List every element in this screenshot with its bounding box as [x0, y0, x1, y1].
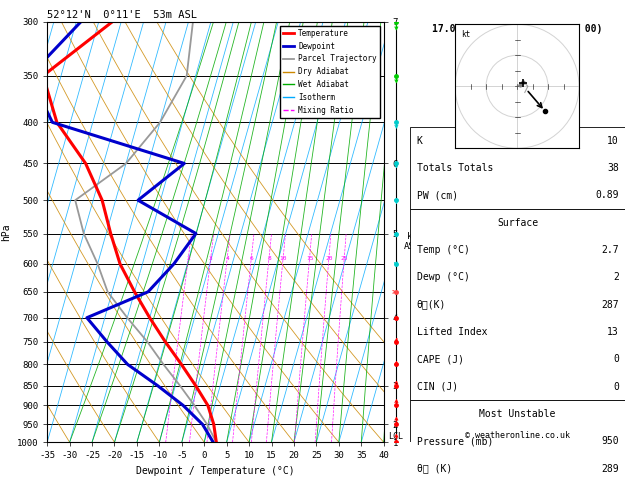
Text: © weatheronline.co.uk: © weatheronline.co.uk — [465, 431, 570, 440]
Text: Dewp (°C): Dewp (°C) — [416, 272, 469, 282]
Text: θᴇ (K): θᴇ (K) — [416, 464, 452, 473]
Text: 950: 950 — [601, 436, 619, 446]
Text: 20: 20 — [325, 256, 333, 260]
Text: Mixing Ratio (g/kg): Mixing Ratio (g/kg) — [412, 222, 421, 310]
Text: Lifted Index: Lifted Index — [416, 327, 487, 337]
Text: 15: 15 — [306, 256, 313, 260]
Text: 38: 38 — [607, 163, 619, 173]
Text: 2: 2 — [613, 272, 619, 282]
Text: 0: 0 — [613, 382, 619, 392]
Text: 2.7: 2.7 — [601, 245, 619, 255]
Text: 25: 25 — [340, 256, 348, 260]
Text: CAPE (J): CAPE (J) — [416, 354, 464, 364]
Text: Temp (°C): Temp (°C) — [416, 245, 469, 255]
Text: 10: 10 — [279, 256, 287, 260]
Bar — [410, 400, 625, 486]
Bar — [410, 209, 625, 400]
Text: 287: 287 — [601, 299, 619, 310]
Y-axis label: km
ASL: km ASL — [404, 232, 420, 251]
Text: 289: 289 — [601, 464, 619, 473]
Text: PW (cm): PW (cm) — [416, 191, 458, 200]
Text: Pressure (mb): Pressure (mb) — [416, 436, 493, 446]
Text: K: K — [416, 136, 423, 146]
Text: Totals Totals: Totals Totals — [416, 163, 493, 173]
Text: 4: 4 — [225, 256, 229, 260]
Text: 10: 10 — [607, 136, 619, 146]
Text: 0.89: 0.89 — [595, 191, 619, 200]
Text: 8: 8 — [267, 256, 271, 260]
Text: 13: 13 — [607, 327, 619, 337]
Text: 6: 6 — [250, 256, 253, 260]
Text: CIN (J): CIN (J) — [416, 382, 458, 392]
Bar — [410, 127, 625, 209]
Text: 0: 0 — [613, 354, 619, 364]
Text: 2: 2 — [186, 256, 190, 260]
Text: 17.04.2024  03GMT  (Base: 00): 17.04.2024 03GMT (Base: 00) — [433, 24, 603, 34]
Text: Most Unstable: Most Unstable — [479, 409, 556, 419]
Text: θᴇ(K): θᴇ(K) — [416, 299, 446, 310]
Text: kt: kt — [461, 31, 470, 39]
Text: Surface: Surface — [497, 218, 538, 227]
Text: 3: 3 — [209, 256, 213, 260]
X-axis label: Dewpoint / Temperature (°C): Dewpoint / Temperature (°C) — [136, 466, 295, 476]
Text: LCL: LCL — [388, 433, 403, 441]
Legend: Temperature, Dewpoint, Parcel Trajectory, Dry Adiabat, Wet Adiabat, Isotherm, Mi: Temperature, Dewpoint, Parcel Trajectory… — [280, 26, 380, 118]
Y-axis label: hPa: hPa — [1, 223, 11, 241]
Text: 52°12'N  0°11'E  53m ASL: 52°12'N 0°11'E 53m ASL — [47, 10, 197, 20]
